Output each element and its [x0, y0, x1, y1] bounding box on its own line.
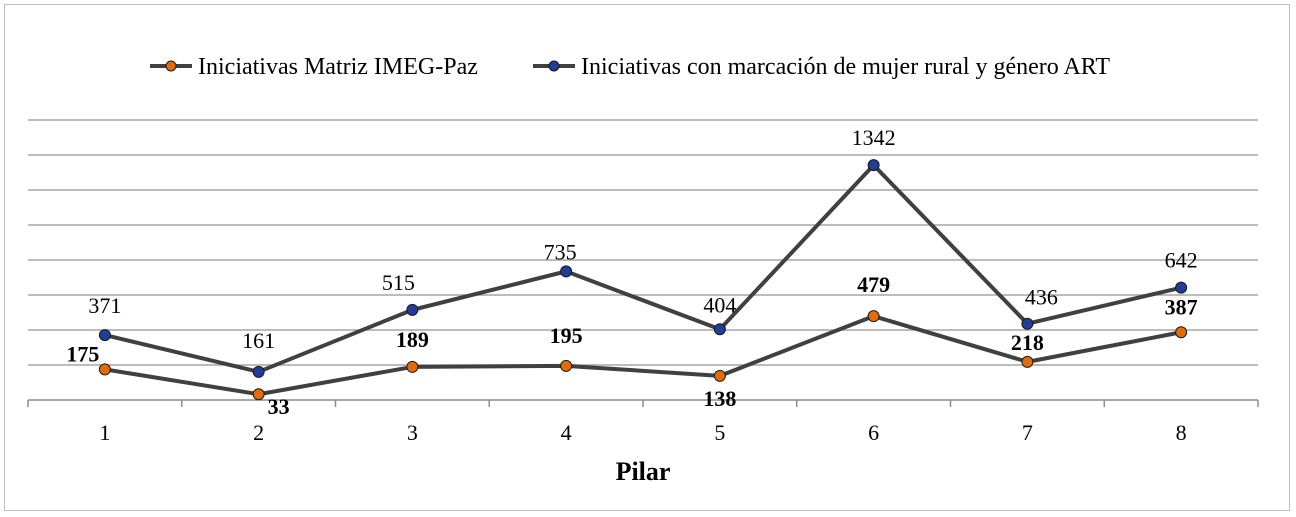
series-1-point — [560, 359, 573, 372]
x-tick-label: 1 — [99, 420, 110, 445]
series-2-data-label: 515 — [382, 270, 415, 295]
x-tick-label: 3 — [407, 420, 418, 445]
series-1-data-label: 175 — [66, 341, 99, 366]
x-axis-title: Pilar — [616, 457, 671, 486]
legend-marker-series-1 — [165, 60, 177, 72]
series-2-data-label: 642 — [1165, 248, 1198, 273]
series-1-point — [406, 360, 419, 373]
x-tick-label: 2 — [253, 420, 264, 445]
series-1-point — [252, 388, 265, 401]
series-2-point — [1021, 317, 1034, 330]
x-tick-label: 8 — [1176, 420, 1187, 445]
series-1-point — [867, 310, 880, 323]
series-2-point — [98, 329, 111, 342]
series-1-data-label: 218 — [1011, 330, 1044, 355]
series-1-line — [104, 314, 1182, 397]
legend-marker-series-2 — [548, 60, 560, 72]
series-2-data-label: 436 — [1025, 285, 1058, 310]
series-1-data-label: 138 — [703, 386, 736, 411]
legend: Iniciativas Matriz IMEG-Paz Iniciativas … — [150, 54, 1110, 80]
series-2-data-label: 404 — [703, 292, 736, 317]
series-2-data-label: 371 — [88, 293, 121, 318]
legend-label-series-1: Iniciativas Matriz IMEG-Paz — [198, 54, 478, 80]
x-axis: 1 2 3 4 5 6 7 8 — [27, 399, 1259, 445]
x-tick-label: 6 — [868, 420, 879, 445]
series-2-data-label: 161 — [242, 328, 275, 353]
series-1-point — [1021, 355, 1034, 368]
series-1-point — [98, 363, 111, 376]
series-2-point — [713, 323, 726, 336]
legend-entry-series-1: Iniciativas Matriz IMEG-Paz — [150, 54, 478, 80]
series-2-point — [1175, 281, 1188, 294]
series-1-data-label: 387 — [1165, 294, 1198, 319]
x-tick-label: 7 — [1022, 420, 1033, 445]
legend-entry-series-2: Iniciativas con marcación de mujer rural… — [533, 54, 1110, 80]
series-2-point — [252, 365, 265, 378]
series-1-data-label: 195 — [550, 323, 583, 348]
series-1-data-label: 479 — [857, 272, 890, 297]
series-1-point — [1175, 326, 1188, 339]
legend-label-series-2: Iniciativas con marcación de mujer rural… — [581, 54, 1110, 80]
series-2-point — [406, 303, 419, 316]
chart-frame — [4, 4, 1290, 511]
data-labels: 175 33 189 195 138 479 218 387 371 161 515 735 404 13… — [66, 125, 1197, 419]
series-2-point — [560, 265, 573, 278]
series-1-data-label: 33 — [268, 394, 290, 419]
series-1-point — [713, 369, 726, 382]
series-1-data-label: 189 — [396, 327, 429, 352]
series-2-data-label: 1342 — [852, 125, 896, 150]
series-2-point — [867, 159, 880, 172]
series-2-line — [104, 163, 1182, 374]
gridlines — [28, 119, 1258, 366]
series-2-data-label: 735 — [544, 239, 577, 264]
x-tick-label: 4 — [561, 420, 572, 445]
series-group — [98, 159, 1188, 401]
x-tick-label: 5 — [714, 420, 725, 445]
